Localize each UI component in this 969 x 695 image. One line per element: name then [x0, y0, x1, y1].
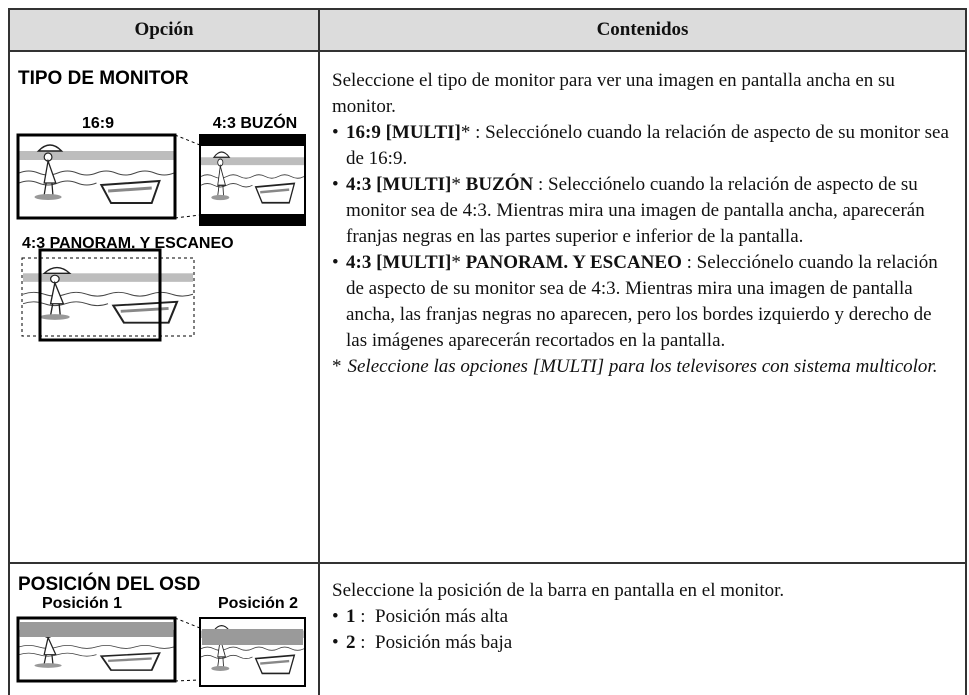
header-cell: Contenidos: [318, 8, 967, 52]
header-cell: Opción: [8, 8, 320, 52]
bold-run: PANORAM. Y ESCANEO: [460, 252, 682, 273]
option-cell: [8, 50, 320, 564]
bold-run: 2: [346, 632, 356, 653]
row: Seleccione el tipo de monitor para ver u…: [8, 50, 967, 564]
bullet-item: 16:9 [MULTI]* : Selecciónelo cuando la r…: [332, 120, 951, 172]
content-cell: Seleccione la posición de la barra en pa…: [318, 562, 967, 695]
note-text: Seleccione las opciones [MULTI] para los…: [347, 356, 938, 377]
options-table: Opción Contenidos Seleccione el tipo de …: [8, 8, 967, 695]
intro: Seleccione la posición de la barra en pa…: [332, 580, 785, 601]
intro: Seleccione el tipo de monitor para ver u…: [332, 70, 895, 117]
bold-run: 1: [346, 606, 356, 627]
text-run: *: [451, 252, 461, 273]
text-run: : Selecciónelo cuando la relación de asp…: [346, 174, 930, 247]
text-run: : Posición más alta: [355, 606, 509, 627]
text-run: * : Selecciónelo cuando la relación de a…: [346, 122, 954, 169]
bullet-item: 2 : Posición más baja: [332, 630, 951, 656]
text-run: *: [451, 174, 461, 195]
content-cell: Seleccione el tipo de monitor para ver u…: [318, 50, 967, 564]
text-run: : Selecciónelo cuando la relación de asp…: [346, 252, 943, 351]
bold-run: 4:3 [MULTI]: [346, 252, 452, 273]
row: Seleccione la posición de la barra en pa…: [8, 562, 967, 695]
bullet-item: 1 : Posición más alta: [332, 604, 951, 630]
text-run: : Posición más baja: [355, 632, 513, 653]
bold-run: 4:3 [MULTI]: [346, 174, 452, 195]
note-mark: *: [332, 356, 342, 377]
note: * Seleccione las opciones [MULTI] para lo…: [332, 354, 951, 380]
bullet-item: 4:3 [MULTI]* BUZÓN : Selecciónelo cuando…: [332, 172, 951, 250]
bold-run: BUZÓN: [460, 174, 534, 195]
header-row: Opción Contenidos: [8, 8, 967, 52]
option-cell: [8, 562, 320, 695]
bullet-item: 4:3 [MULTI]* PANORAM. Y ESCANEO : Selecc…: [332, 250, 951, 354]
bold-run: 16:9 [MULTI]: [346, 122, 461, 143]
